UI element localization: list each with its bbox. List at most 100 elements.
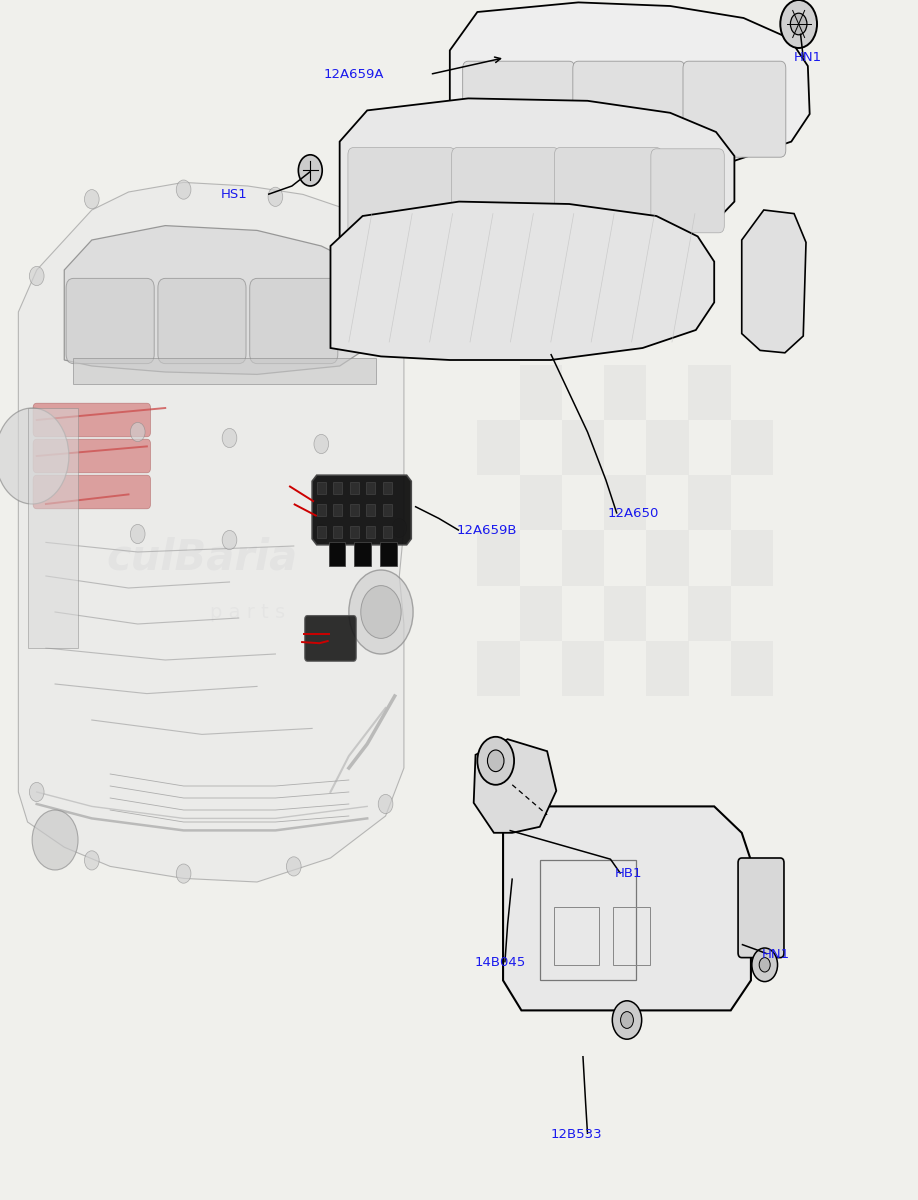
Circle shape xyxy=(84,851,99,870)
Bar xyxy=(688,586,731,641)
Circle shape xyxy=(378,242,393,262)
Circle shape xyxy=(314,434,329,454)
Circle shape xyxy=(487,750,504,772)
FancyBboxPatch shape xyxy=(463,61,575,157)
Circle shape xyxy=(621,1012,633,1028)
Circle shape xyxy=(176,180,191,199)
FancyBboxPatch shape xyxy=(250,278,338,364)
Circle shape xyxy=(268,187,283,206)
Bar xyxy=(366,504,375,516)
FancyBboxPatch shape xyxy=(33,403,151,437)
Bar xyxy=(731,530,773,586)
Bar xyxy=(562,641,604,696)
Circle shape xyxy=(378,794,393,814)
FancyBboxPatch shape xyxy=(33,439,151,473)
Polygon shape xyxy=(474,739,556,833)
Bar xyxy=(350,504,359,516)
Circle shape xyxy=(752,948,778,982)
Bar xyxy=(317,504,326,516)
Polygon shape xyxy=(503,806,751,1010)
Text: HS1: HS1 xyxy=(220,188,248,200)
Circle shape xyxy=(349,570,413,654)
Circle shape xyxy=(790,13,807,35)
Bar xyxy=(366,526,375,538)
Circle shape xyxy=(176,864,191,883)
Bar xyxy=(383,482,392,494)
Bar xyxy=(731,641,773,696)
Polygon shape xyxy=(742,210,806,353)
Circle shape xyxy=(392,284,407,304)
Polygon shape xyxy=(330,202,714,360)
FancyBboxPatch shape xyxy=(305,616,356,661)
Bar xyxy=(688,365,731,420)
FancyBboxPatch shape xyxy=(66,278,154,364)
Circle shape xyxy=(314,524,329,544)
Text: 12B533: 12B533 xyxy=(551,1128,602,1140)
Bar xyxy=(604,475,646,530)
Circle shape xyxy=(780,0,817,48)
Circle shape xyxy=(32,810,78,870)
Bar xyxy=(333,482,342,494)
Polygon shape xyxy=(312,475,411,545)
Circle shape xyxy=(286,857,301,876)
Text: 12A659B: 12A659B xyxy=(456,524,517,536)
Bar xyxy=(520,365,562,420)
Circle shape xyxy=(298,155,322,186)
Bar xyxy=(520,475,562,530)
Polygon shape xyxy=(340,98,734,252)
Text: culBaria: culBaria xyxy=(106,538,297,578)
Circle shape xyxy=(341,209,356,228)
Bar xyxy=(604,365,646,420)
Circle shape xyxy=(759,958,770,972)
Bar xyxy=(73,358,376,384)
Bar xyxy=(477,420,520,475)
Bar xyxy=(731,420,773,475)
Bar xyxy=(604,586,646,641)
FancyBboxPatch shape xyxy=(33,475,151,509)
Bar xyxy=(477,641,520,696)
Text: HN1: HN1 xyxy=(762,948,789,960)
Text: HB1: HB1 xyxy=(615,868,643,880)
FancyBboxPatch shape xyxy=(683,61,786,157)
Bar xyxy=(333,504,342,516)
Text: 12A650: 12A650 xyxy=(608,508,659,520)
Bar xyxy=(383,526,392,538)
Bar xyxy=(380,542,397,566)
Circle shape xyxy=(130,422,145,442)
Bar xyxy=(333,526,342,538)
Bar xyxy=(28,408,78,648)
FancyBboxPatch shape xyxy=(651,149,724,233)
Text: 14B045: 14B045 xyxy=(475,956,526,968)
Bar xyxy=(354,542,371,566)
Bar xyxy=(646,530,688,586)
Circle shape xyxy=(130,524,145,544)
Polygon shape xyxy=(64,226,367,374)
Bar xyxy=(477,530,520,586)
Bar xyxy=(646,641,688,696)
FancyBboxPatch shape xyxy=(573,61,685,157)
Circle shape xyxy=(392,518,407,538)
Text: p a r t s: p a r t s xyxy=(210,602,285,622)
Bar xyxy=(646,420,688,475)
FancyBboxPatch shape xyxy=(738,858,784,958)
Bar xyxy=(366,482,375,494)
FancyBboxPatch shape xyxy=(554,148,662,240)
Bar xyxy=(317,526,326,538)
Circle shape xyxy=(29,782,44,802)
Circle shape xyxy=(0,408,69,504)
Bar xyxy=(317,482,326,494)
Circle shape xyxy=(612,1001,642,1039)
FancyBboxPatch shape xyxy=(452,148,559,240)
Bar xyxy=(613,907,650,965)
Bar xyxy=(540,860,636,980)
FancyBboxPatch shape xyxy=(158,278,246,364)
Bar xyxy=(562,420,604,475)
Text: 12A659A: 12A659A xyxy=(323,68,384,80)
Bar xyxy=(562,530,604,586)
Bar xyxy=(383,504,392,516)
FancyBboxPatch shape xyxy=(348,148,455,240)
Polygon shape xyxy=(450,2,810,172)
Circle shape xyxy=(361,586,401,638)
Circle shape xyxy=(29,266,44,286)
Bar xyxy=(350,482,359,494)
